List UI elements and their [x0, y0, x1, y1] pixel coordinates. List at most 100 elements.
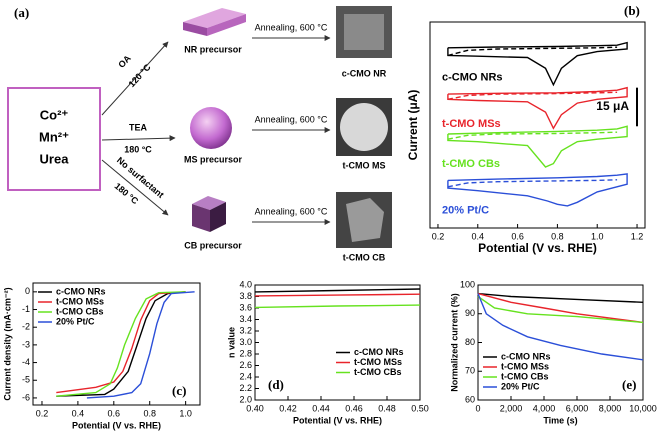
anneal-label: Annealing, 600 °C [255, 114, 328, 124]
legend-label: t-CMO CBs [354, 367, 402, 377]
panel-label: (b) [624, 3, 640, 18]
y-axis-label: Current density (mA·cm⁻²) [2, 287, 12, 400]
legend-label: 20% Pt/C [56, 316, 95, 326]
y-tick-label: 70 [465, 366, 475, 376]
x-tick-label: 0.46 [345, 403, 363, 413]
series-line [56, 291, 186, 394]
sem-image [346, 198, 384, 242]
legend-label: c-CMO NRs [501, 351, 551, 361]
nanorod [183, 22, 207, 36]
series-line [447, 173, 628, 207]
x-tick-label: 0 [475, 403, 480, 413]
y-tick-label: -5 [22, 375, 30, 385]
x-tick-label: 0.6 [108, 408, 121, 418]
cube [210, 202, 226, 232]
series-label: c-CMO NRs [442, 72, 503, 84]
precursor-box [7, 87, 101, 191]
series-line [477, 295, 644, 324]
series-line [477, 292, 644, 324]
scheme: (a) Co²⁺ Mn²⁺ Urea OA 120 °C TEA 180 °C … [7, 5, 392, 262]
series-line [447, 131, 618, 140]
x-tick-label: 0.8 [551, 231, 564, 241]
y-tick-label: 2.0 [239, 394, 252, 404]
series-label: 20% Pt/C [442, 204, 489, 216]
x-tick-label: 0.50 [411, 403, 429, 413]
series-line [447, 125, 628, 168]
x-tick-label: 8,000 [599, 403, 622, 413]
legend-label: c-CMO NRs [354, 347, 404, 357]
series-line [447, 46, 618, 57]
plot-frame [32, 282, 201, 406]
product-label: t-CMO MS [343, 160, 386, 170]
y-tick-label: 60 [465, 394, 475, 404]
legend-label: t-CMO MSs [56, 296, 104, 306]
x-tick-label: 1.2 [631, 231, 644, 241]
x-tick-label: 10,000 [629, 403, 657, 413]
ion: Mn²⁺ [39, 129, 69, 144]
x-tick-label: 0.4 [72, 408, 85, 418]
x-tick-label: 6,000 [566, 403, 589, 413]
x-tick-label: 1.0 [179, 408, 192, 418]
cube [192, 204, 210, 232]
y-tick-label: 0 [25, 286, 30, 296]
route-arrow [101, 159, 169, 216]
series-line [447, 41, 628, 87]
series-line [477, 293, 644, 361]
x-axis-label: Potential (V vs. RHE) [72, 420, 161, 430]
route-arrow [101, 135, 176, 142]
series-line [254, 293, 421, 297]
product-label: c-CMO NR [342, 68, 387, 78]
y-tick-label: 80 [465, 337, 475, 347]
y-tick-label: 90 [465, 308, 475, 318]
y-tick-label: 3.4 [239, 314, 252, 324]
series-line [56, 291, 186, 397]
x-tick-label: 0.4 [472, 231, 485, 241]
series-line [56, 291, 186, 397]
route-temperature: 120 °C [126, 62, 152, 89]
sem-image [344, 14, 384, 50]
y-tick-label: -4 [22, 357, 30, 367]
anneal-label: Annealing, 600 °C [255, 206, 328, 216]
panel-label: (e) [622, 377, 636, 392]
series-line [86, 291, 195, 399]
x-tick-label: 0.6 [511, 231, 524, 241]
x-axis-label: Time (s) [543, 415, 577, 425]
x-tick-label: 0.42 [279, 403, 297, 413]
series-line [254, 288, 421, 293]
series-line [447, 91, 618, 100]
precursor-label: CB precursor [184, 240, 242, 250]
route-agent: TEA [129, 122, 148, 132]
x-tick-label: 0.2 [432, 231, 445, 241]
x-axis-label: Potential (V vs. RHE) [478, 241, 597, 255]
y-axis-label: Normalized current (%) [449, 293, 459, 392]
legend-label: t-CMO CBs [501, 371, 549, 381]
precursor-label: NR precursor [184, 44, 242, 54]
series-line [477, 292, 644, 303]
x-tick-label: 0.40 [246, 403, 264, 413]
y-tick-label: 3.2 [239, 325, 252, 335]
x-tick-label: 0.8 [143, 408, 156, 418]
route-temperature: 180 °C [113, 181, 141, 207]
x-tick-label: 0.48 [378, 403, 396, 413]
series-label: t-CMO MSs [442, 118, 501, 130]
y-tick-label: 2.6 [239, 360, 252, 370]
anneal-label: Annealing, 600 °C [255, 22, 328, 32]
x-tick-label: 1.0 [591, 231, 604, 241]
x-tick-label: 0.44 [312, 403, 330, 413]
y-tick-label: -2 [22, 322, 30, 332]
y-tick-label: -6 [22, 392, 30, 402]
y-tick-label: -3 [22, 339, 30, 349]
y-tick-label: 3.8 [239, 291, 252, 301]
y-tick-label: 3.6 [239, 302, 252, 312]
legend-label: t-CMO MSs [501, 361, 549, 371]
cube [192, 196, 226, 210]
panel-label: (a) [14, 5, 29, 20]
y-tick-label: 2.2 [239, 383, 252, 393]
panel-label: (d) [268, 377, 284, 392]
nanorod [207, 14, 246, 36]
legend-label: t-CMO MSs [354, 357, 402, 367]
y-tick-label: 4.0 [239, 279, 252, 289]
series-line [447, 86, 628, 130]
